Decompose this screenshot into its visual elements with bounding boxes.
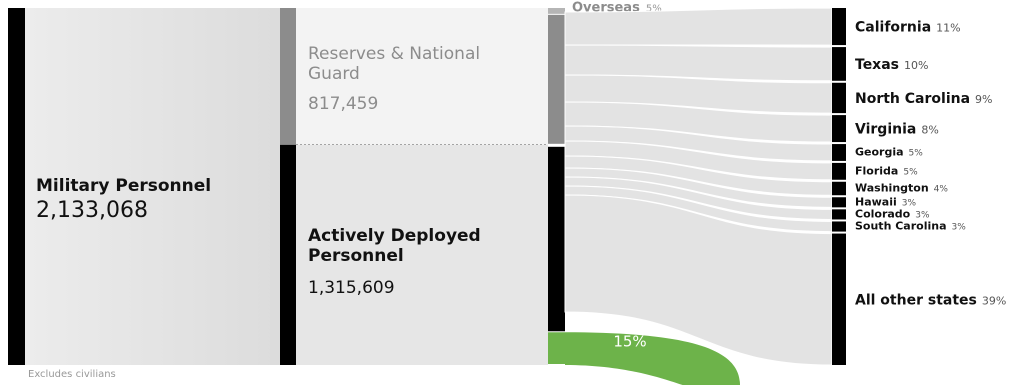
state-label: North Carolina 9% [855, 91, 992, 107]
split-bar [548, 332, 565, 364]
overseas-flow [565, 332, 740, 385]
state-name: Washington [855, 182, 929, 195]
state-name: Hawaii [855, 195, 897, 208]
total-label: Military Personnel [36, 176, 212, 196]
state-label: All other states 39% [855, 292, 1006, 308]
state-pct: 4% [934, 185, 949, 195]
split-bar [548, 8, 565, 14]
total-value: 2,133,068 [36, 198, 148, 223]
note: Excludes civilians [28, 369, 116, 380]
state-label: Colorado 3% [855, 207, 930, 220]
state-name: Florida [855, 164, 898, 177]
state-bar [832, 144, 846, 161]
state-bar [832, 209, 846, 220]
state-pct: 8% [921, 124, 938, 137]
group-panel [296, 144, 548, 365]
split-pct: 5% [646, 3, 662, 14]
state-label: Georgia 5% [855, 145, 923, 158]
state-label: Texas 10% [855, 57, 928, 73]
state-bar [832, 82, 846, 114]
state-pct: 3% [902, 198, 917, 208]
total-bar [8, 8, 25, 365]
state-pct: 5% [903, 167, 918, 177]
split-pct: 15% [613, 333, 646, 351]
state-name: All other states [855, 292, 977, 308]
group-value: 1,315,609 [308, 278, 395, 298]
state-pct: 3% [952, 223, 967, 233]
state-name: Colorado [855, 207, 911, 220]
state-bar [832, 8, 846, 46]
state-label: Washington 4% [855, 182, 948, 195]
state-bar [832, 197, 846, 208]
state-pct: 39% [982, 294, 1006, 307]
split-bar [548, 146, 565, 332]
state-label: California 11% [855, 20, 961, 36]
state-bar [832, 181, 846, 196]
state-pct: 3% [915, 210, 930, 220]
state-name: Texas [855, 57, 899, 73]
state-bar [832, 162, 846, 180]
flow [564, 7, 833, 46]
state-name: Georgia [855, 145, 904, 158]
state-bar [832, 221, 846, 232]
panel [25, 8, 280, 365]
split-bar [548, 14, 565, 144]
group-bar [280, 144, 296, 365]
group-label: Actively Deployed Personnel [308, 226, 481, 267]
state-label: Florida 5% [855, 164, 918, 177]
state-name: California [855, 20, 931, 36]
group-label: Reserves & National Guard [308, 44, 481, 85]
state-pct: 10% [904, 59, 928, 72]
group-bar [280, 8, 296, 145]
state-name: Virginia [855, 122, 916, 138]
state-bar [832, 47, 846, 81]
state-pct: 11% [936, 22, 960, 35]
group-value: 817,459 [308, 94, 379, 114]
state-bar [832, 115, 846, 143]
state-name: North Carolina [855, 91, 970, 107]
group-panel [296, 8, 548, 145]
state-label: Hawaii 3% [855, 195, 916, 208]
state-label: Virginia 8% [855, 122, 939, 138]
state-name: South Carolina [855, 220, 947, 233]
state-pct: 9% [975, 93, 992, 106]
state-pct: 5% [909, 148, 924, 158]
state-bar [832, 233, 846, 365]
state-label: South Carolina 3% [855, 220, 966, 233]
